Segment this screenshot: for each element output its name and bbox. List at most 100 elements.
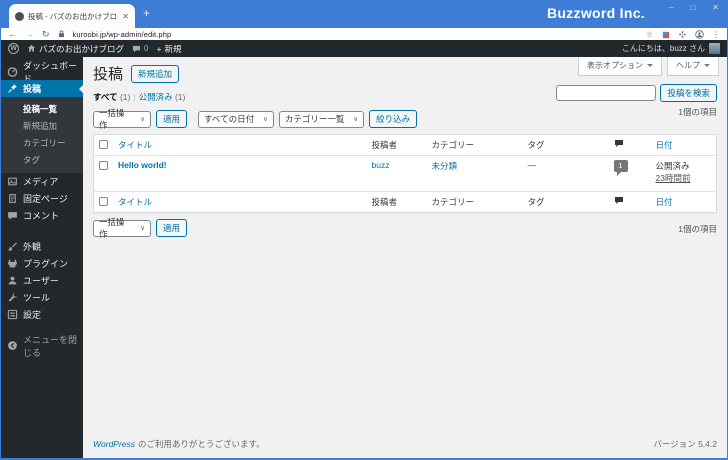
apply-button-bottom[interactable]: 適用: [156, 219, 188, 237]
post-category-link[interactable]: 未分類: [431, 161, 458, 171]
admin-content: 表示オプション ヘルプ 投稿を検索 1個の項目 投稿 新規追加: [83, 57, 727, 458]
help-label: ヘルプ: [676, 61, 700, 70]
search-posts-button[interactable]: 投稿を検索: [660, 84, 717, 102]
chevron-down-icon: ∨: [140, 116, 145, 123]
sidebar-label: コメント: [23, 211, 60, 221]
admin-bar-new-link[interactable]: + 新規: [156, 43, 181, 55]
sidebar-item-appearance[interactable]: 外観: [1, 238, 83, 255]
select-all-checkbox[interactable]: [99, 197, 108, 206]
post-author-link[interactable]: buzz: [371, 160, 390, 170]
sidebar-item-comments[interactable]: コメント: [1, 207, 83, 224]
sidebar-item-dashboard[interactable]: ダッシュボード: [1, 61, 83, 84]
post-status: 公開済み: [655, 161, 690, 171]
window-title: Buzzword Inc.: [546, 5, 645, 21]
sidebar-separator: [1, 224, 83, 238]
submenu-all-posts[interactable]: 投稿一覧: [23, 103, 58, 114]
maximize-button[interactable]: □: [690, 3, 696, 12]
tab-close-icon[interactable]: ✕: [122, 11, 129, 21]
screen-options-button[interactable]: 表示オプション: [578, 57, 662, 76]
help-button[interactable]: ヘルプ: [667, 57, 719, 76]
bulk-action-select-bottom[interactable]: 一括操作 ∨: [93, 217, 151, 239]
pages-icon: [7, 193, 18, 204]
search-posts-box: 投稿を検索: [556, 84, 717, 102]
appearance-icon: [7, 241, 18, 252]
collapse-menu-button[interactable]: メニューを閉じる: [1, 335, 83, 358]
sidebar-label: プラグイン: [23, 259, 69, 269]
profile-icon[interactable]: [695, 29, 704, 39]
admin-bar-site-link[interactable]: バズのお出かけブログ: [27, 43, 124, 55]
footer-version: バージョン 5.4.2: [653, 439, 717, 449]
home-icon: [27, 44, 36, 53]
bookmark-star-icon[interactable]: ☆: [645, 29, 653, 39]
screen-options-label: 表示オプション: [587, 61, 643, 70]
wordpress-link[interactable]: WordPress: [93, 439, 136, 449]
plugins-icon: [7, 258, 18, 269]
date-filter-select[interactable]: すべての日付 ∨: [198, 110, 274, 128]
submenu-add-new[interactable]: 新規追加: [23, 120, 58, 131]
refresh-icon[interactable]: ↻: [42, 28, 50, 39]
sidebar-item-pages[interactable]: 固定ページ: [1, 190, 83, 207]
row-checkbox[interactable]: [99, 161, 108, 170]
posts-list-table: タイトル 投稿者 カテゴリー タグ 日付 Hello world! buzz: [93, 134, 717, 213]
view-divider: |: [133, 92, 136, 102]
pin-icon: [7, 83, 18, 94]
tab-favicon-icon: [15, 11, 24, 21]
chevron-down-icon: ∨: [353, 116, 359, 123]
close-button[interactable]: ✕: [712, 3, 719, 12]
sidebar-label: 固定ページ: [23, 194, 68, 204]
forward-icon[interactable]: →: [25, 28, 34, 39]
sidebar-item-settings[interactable]: 設定: [1, 306, 83, 323]
capture-extension-icon[interactable]: [661, 29, 670, 39]
sidebar-item-posts[interactable]: 投稿: [1, 80, 83, 97]
submenu-tags[interactable]: タグ: [23, 154, 41, 165]
sidebar-label: ユーザー: [23, 276, 59, 286]
extensions-puzzle-icon[interactable]: [678, 30, 687, 39]
view-all-link[interactable]: すべて (1): [93, 92, 131, 102]
sidebar-item-plugins[interactable]: プラグイン: [1, 255, 83, 272]
column-title[interactable]: タイトル: [118, 197, 153, 207]
column-date[interactable]: 日付: [655, 140, 673, 150]
sidebar-item-users[interactable]: ユーザー: [1, 272, 83, 289]
add-new-button[interactable]: 新規追加: [131, 65, 180, 83]
browser-toolbar: ← → ↻ kuroobi.jp/wp-admin/edit.php ☆ ⋮: [1, 28, 727, 40]
back-icon[interactable]: ←: [8, 28, 17, 39]
view-published-count: (1): [174, 92, 186, 102]
submenu-categories[interactable]: カテゴリー: [23, 137, 66, 148]
browser-tab[interactable]: 投稿 - バズのお出かけブログ — Wor ✕: [9, 4, 135, 28]
select-all-checkbox[interactable]: [99, 140, 108, 149]
bulk-action-select[interactable]: 一括操作 ∨: [93, 108, 151, 130]
filter-button[interactable]: 絞り込み: [369, 110, 418, 128]
apply-button[interactable]: 適用: [156, 110, 188, 128]
wp-logo-icon[interactable]: W: [8, 43, 19, 54]
greeting-text: こんにちは、buzz さん: [621, 44, 705, 53]
new-tab-button[interactable]: +: [143, 6, 151, 20]
new-label: 新規: [164, 43, 182, 54]
post-tags-cell: —: [527, 160, 537, 170]
screen-meta-tabs: 表示オプション ヘルプ: [578, 57, 719, 76]
plus-icon: +: [156, 43, 162, 54]
column-title[interactable]: タイトル: [118, 140, 153, 150]
tools-icon: [7, 292, 18, 303]
comment-count-badge[interactable]: 1: [613, 160, 628, 176]
sidebar-item-tools[interactable]: ツール: [1, 289, 83, 306]
site-name: バズのお出かけブログ: [39, 43, 125, 54]
admin-bar-comments-link[interactable]: 0: [132, 44, 148, 53]
minimize-button[interactable]: –: [669, 3, 674, 12]
post-title-link[interactable]: Hello world!: [118, 160, 167, 170]
sidebar-label: 設定: [23, 310, 42, 320]
view-published-link[interactable]: 公開済み: [138, 92, 173, 102]
view-filter-links: すべて (1) | 公開済み (1): [93, 91, 717, 103]
chevron-down-icon: ∨: [140, 225, 145, 232]
toolbar-right-icons: ☆ ⋮: [645, 29, 720, 39]
category-filter-select[interactable]: カテゴリー一覧 ∨: [278, 110, 365, 128]
column-date[interactable]: 日付: [655, 197, 673, 207]
url-text[interactable]: kuroobi.jp/wp-admin/edit.php: [72, 29, 172, 39]
column-author: 投稿者: [366, 191, 427, 213]
page-title: 投稿: [93, 65, 124, 83]
menu-dots-icon[interactable]: ⋮: [712, 29, 720, 39]
window-controls: – □ ✕: [669, 3, 719, 12]
admin-bar-account[interactable]: こんにちは、buzz さん: [622, 43, 720, 54]
sidebar-item-media[interactable]: メディア: [1, 173, 83, 190]
search-input[interactable]: [556, 85, 657, 101]
